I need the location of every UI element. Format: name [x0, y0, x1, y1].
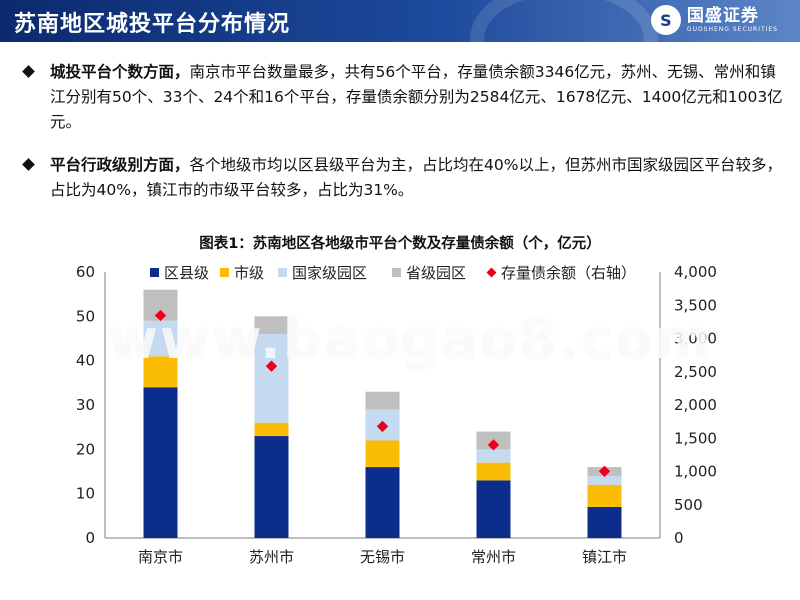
y2-tick-label: 3,000	[674, 330, 717, 348]
chart-title: 图表1：苏南地区各地级市平台个数及存量债余额（个，亿元）	[199, 236, 601, 252]
y2-tick-label: 2,500	[674, 363, 717, 381]
y-tick-label: 10	[76, 485, 95, 503]
y2-tick-label: 1,500	[674, 429, 717, 447]
bar-segment	[143, 387, 178, 538]
bar-segment	[587, 475, 622, 485]
header-bar: 苏南地区城投平台分布情况 S 国盛证券 GUOSHENG SECURITIES	[0, 0, 800, 98]
legend-swatch	[220, 268, 229, 277]
y-tick-label: 50	[76, 307, 95, 325]
legend-label: 存量债余额（右轴）	[501, 264, 636, 282]
y-tick-label: 60	[76, 263, 95, 281]
bullet-text: 各个地级市均以区县级平台为主，占比均在40%以上，但苏州市国家级园区平台较多，占…	[50, 156, 782, 199]
stacked-bar-chart: 0 10 20 30 40 50 60 0 500 1,000 1,500 2,000 2,500 3,0…	[76, 263, 717, 566]
x-tick-label: 苏州市	[249, 548, 294, 566]
bar-segment	[365, 467, 400, 538]
bullet-heading: 平台行政级别方面，	[50, 156, 190, 174]
legend-label: 省级园区	[406, 264, 466, 282]
legend-label: 区县级	[164, 264, 209, 282]
legend-diamond-icon	[486, 267, 497, 278]
y2-tick-label: 0	[674, 529, 684, 547]
bar-segment	[365, 440, 400, 468]
bar-segment	[476, 480, 511, 538]
legend-swatch	[392, 268, 401, 277]
bar-segment	[587, 484, 622, 507]
watermark: www.baogao8.com	[108, 308, 713, 371]
y-tick-label: 20	[76, 440, 95, 458]
debt-balance-marker	[376, 420, 389, 433]
bar-segment	[476, 449, 511, 463]
logo-name-en: GUOSHENG SECURITIES	[686, 26, 778, 33]
logo-icon: S	[650, 5, 681, 35]
company-logo: S 国盛证券 GUOSHENG SECURITIES	[650, 5, 778, 35]
legend-swatch	[150, 268, 159, 277]
legend-swatch	[278, 268, 287, 277]
y-tick-label: 40	[76, 352, 95, 370]
debt-balance-marker	[487, 439, 500, 451]
bar-segment	[254, 334, 289, 423]
y2-tick-label: 500	[674, 496, 703, 514]
logo-name: 国盛证券	[686, 6, 759, 26]
bullet-diamond-icon	[22, 158, 35, 171]
bar-segment	[254, 316, 289, 335]
y2-tick-label: 1,000	[674, 463, 717, 481]
bullet-count: 城投平台个数方面，南京市平台数量最多，共有56个平台，存量债余额3346亿元，苏…	[22, 60, 784, 135]
debt-balance-marker	[598, 465, 611, 477]
x-tick-label: 无锡市	[360, 548, 405, 566]
x-tick-label: 南京市	[138, 548, 183, 566]
bar-segment	[254, 436, 289, 538]
bullet-level: 平台行政级别方面，各个地级市均以区县级平台为主，占比均在40%以上，但苏州市国家…	[22, 153, 784, 203]
bar-segment	[476, 462, 511, 481]
bar-segment	[254, 422, 289, 437]
x-tick-label: 镇江市	[582, 548, 627, 566]
y-tick-label: 30	[76, 396, 95, 414]
bullet-heading: 城投平台个数方面，	[50, 63, 190, 81]
page-title: 苏南地区城投平台分布情况	[14, 11, 291, 37]
y-tick-label: 0	[85, 529, 95, 547]
bar-segment	[143, 356, 178, 388]
bar-segment	[365, 391, 400, 410]
bar-segment	[587, 506, 622, 538]
y2-tick-label: 2,000	[674, 396, 717, 414]
bullet-diamond-icon	[22, 65, 35, 78]
bullet-text: 南京市平台数量最多，共有56个平台，存量债余额3346亿元，苏州、无锡、常州和镇…	[50, 63, 783, 131]
x-tick-label: 常州市	[471, 548, 516, 566]
legend-label: 市级	[234, 264, 264, 282]
y2-tick-label: 3,500	[674, 296, 717, 314]
legend-label: 国家级园区	[292, 264, 367, 282]
bar-segment	[143, 320, 178, 357]
y2-tick-label: 4,000	[674, 263, 717, 281]
